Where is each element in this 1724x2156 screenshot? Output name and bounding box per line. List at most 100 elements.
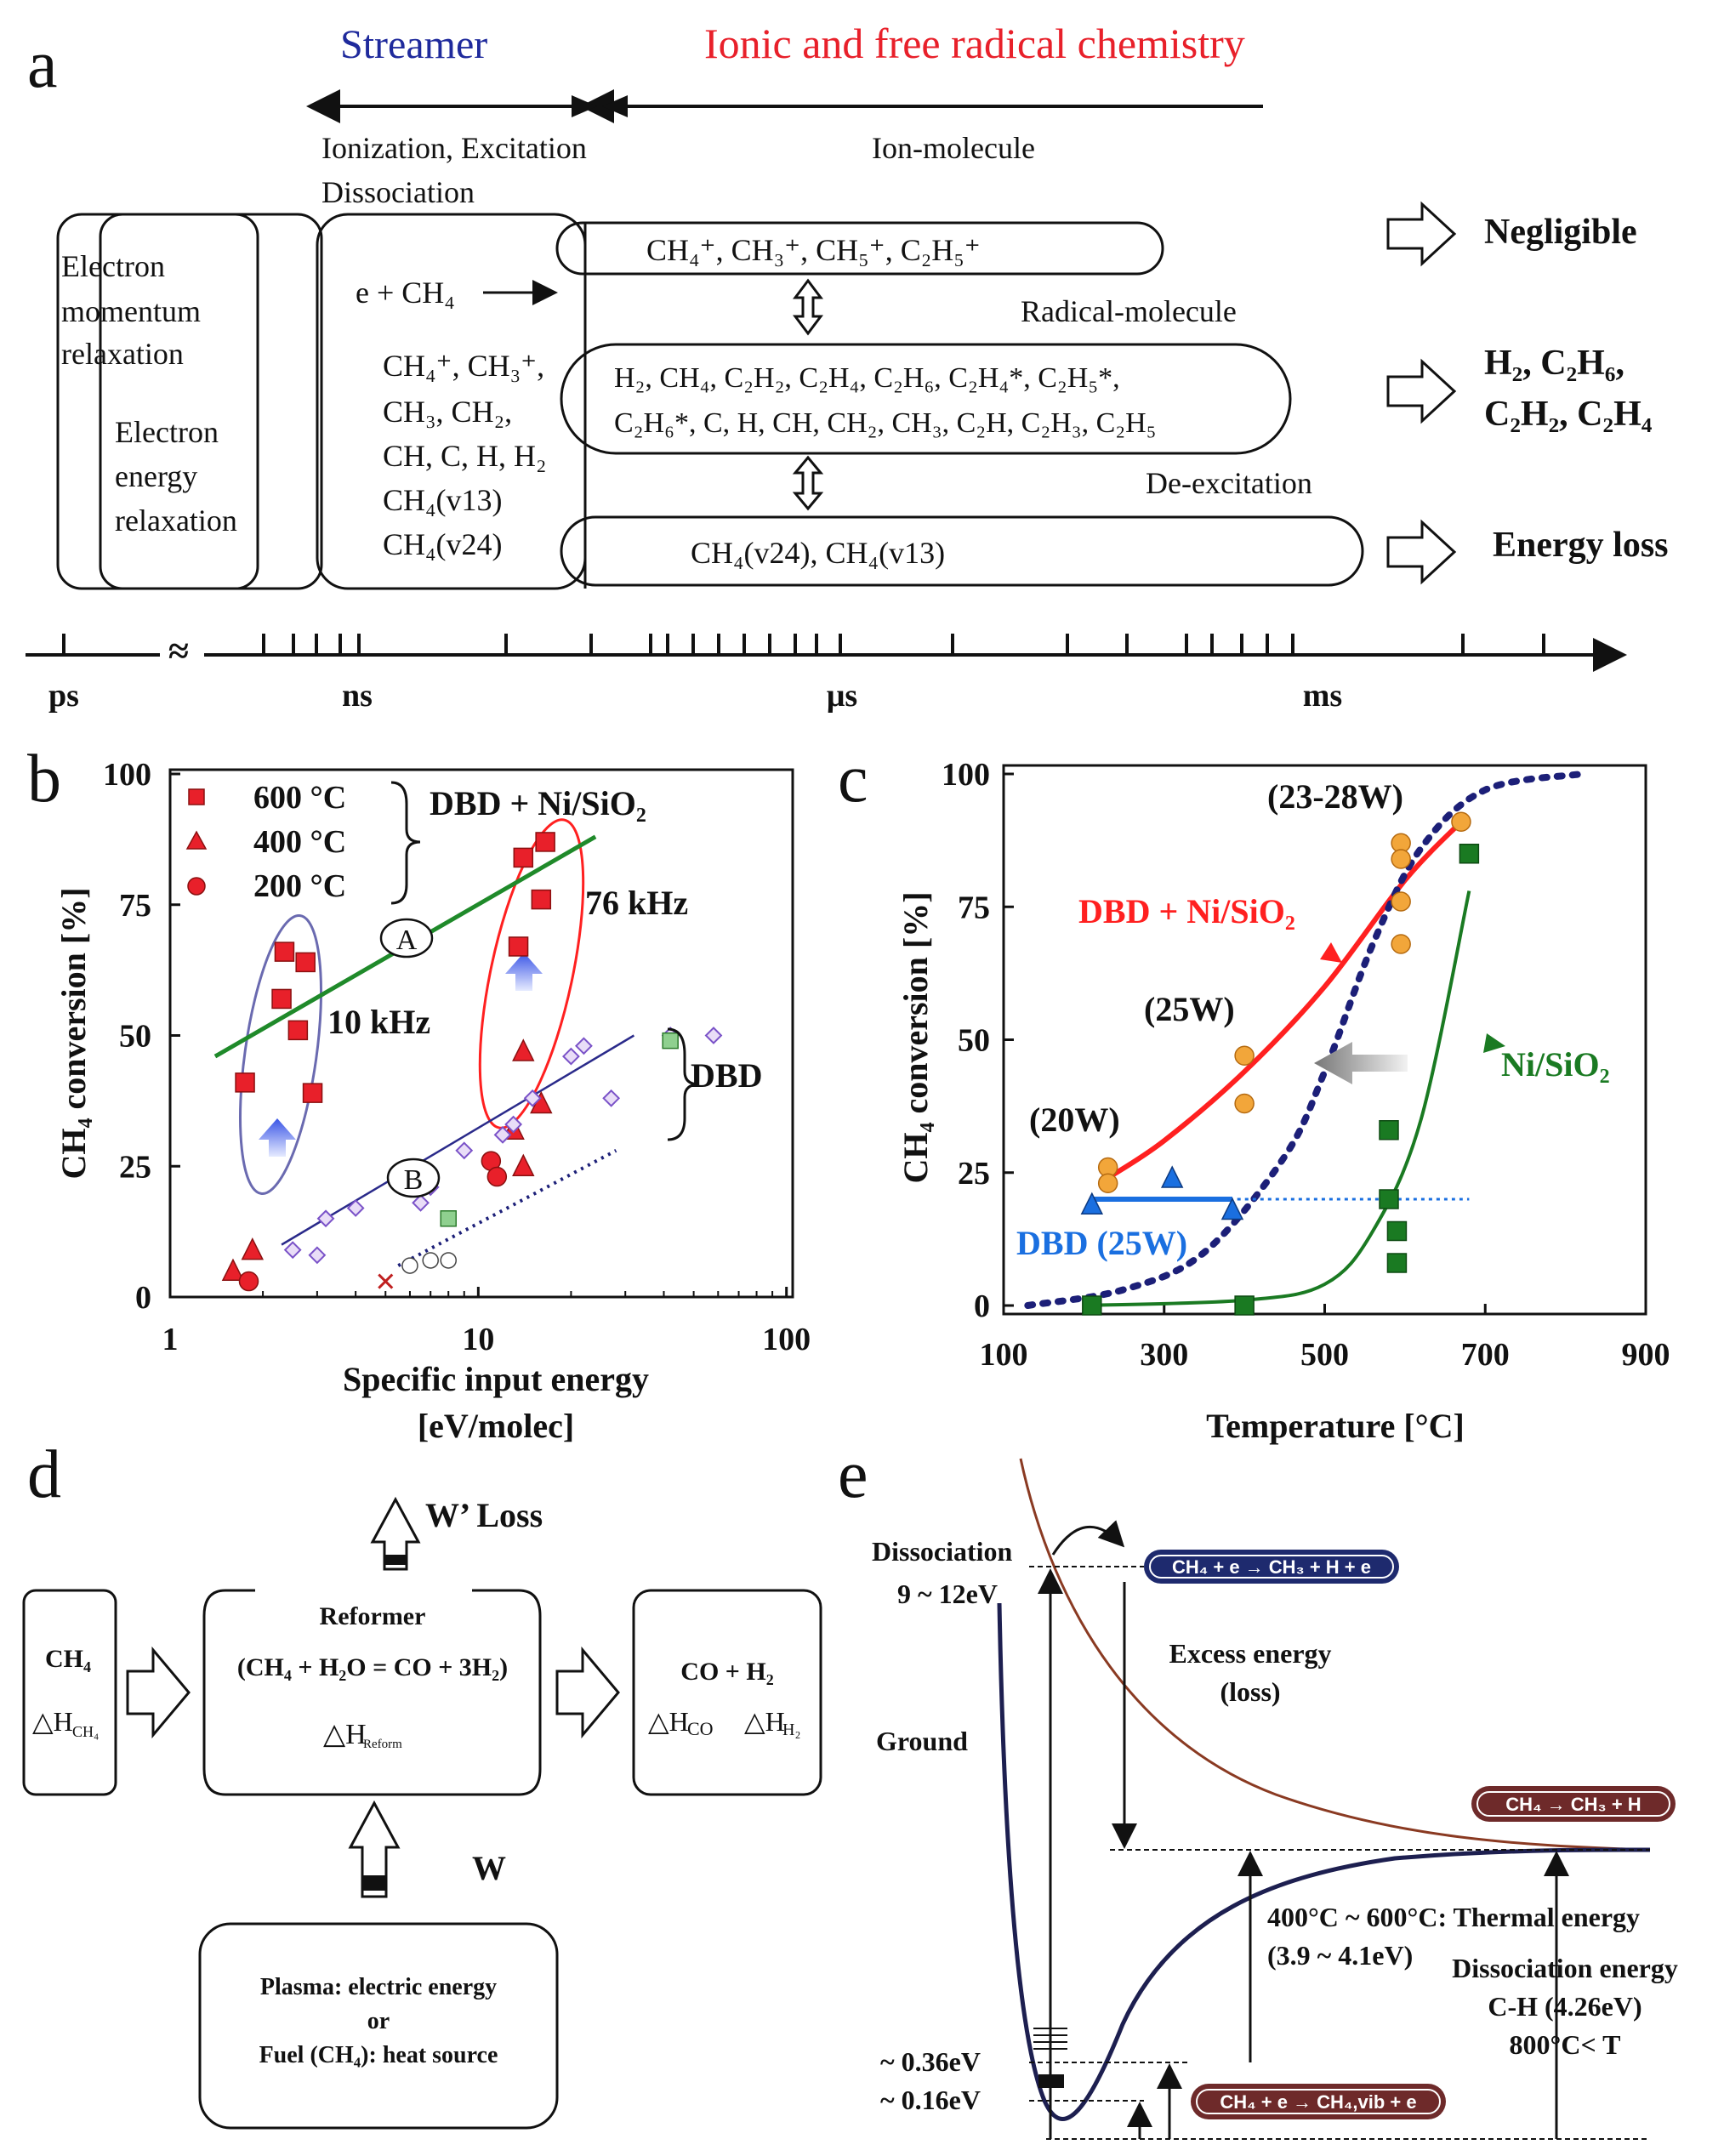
data-point-b — [422, 1252, 439, 1269]
data-point-c — [1234, 1045, 1255, 1066]
dissociation-label: Dissociation — [872, 1536, 1013, 1567]
chart-c-fits — [1024, 771, 1585, 1309]
vib-species-text: CH₄(v24), CH₄(v13) — [691, 536, 945, 570]
data-point-b — [221, 1258, 245, 1281]
chart-b-xlabel-2: [eV/molec] — [418, 1407, 574, 1445]
dh-h2: △H — [744, 1706, 785, 1737]
radical-species-line1: H₂, CH₄, C₂H₂, C₂H₄, C₂H₆, C₂H₄*, C₂H₅*, — [614, 362, 1120, 394]
dbd-brace — [667, 1027, 700, 1141]
species-left-2: CH₃, CH₂, — [383, 395, 512, 429]
data-point-c — [1234, 1295, 1255, 1316]
label-20w: (20W) — [1029, 1101, 1120, 1139]
electron-energy-2: energy — [115, 459, 197, 493]
pill-vib — [1191, 2084, 1446, 2119]
electron-momentum-2: momentum — [61, 294, 201, 328]
data-point-b — [283, 1241, 302, 1260]
pill-dissociation — [1144, 1550, 1399, 1584]
chart-c-xtick-label: 900 — [1622, 1337, 1670, 1373]
arrow-junction — [572, 95, 628, 117]
products-line2: C₂H₂, C₂H₄ — [1484, 395, 1653, 434]
electron-momentum-3: relaxation — [61, 337, 184, 371]
source-line1: Plasma: electric energy — [260, 1974, 497, 2000]
data-point-b — [346, 1199, 365, 1217]
dh-ch4: △H — [32, 1706, 73, 1737]
data-point-b — [316, 1209, 335, 1228]
data-point-b — [493, 1125, 512, 1144]
data-point-b — [308, 1246, 327, 1265]
panel-b-letter: b — [27, 742, 61, 816]
updown-arrow-2 — [792, 455, 824, 511]
chart-c-xtick-label: 500 — [1300, 1337, 1349, 1373]
dh-h2-sub: H₂ — [782, 1721, 800, 1739]
curved-arrow — [1051, 1520, 1125, 1556]
ion-species-text: CH₄⁺, CH₃⁺, CH₅⁺, C₂H₅⁺ — [646, 233, 981, 267]
data-point-b — [440, 1210, 457, 1227]
time-axis: ≈ ps ns μs ms — [26, 630, 1627, 714]
trend-line-b — [281, 1034, 635, 1246]
chart-c-ytick-label: 0 — [974, 1288, 990, 1324]
data-point-b — [602, 1089, 621, 1107]
legend-label-600: 600 °C — [253, 780, 346, 816]
data-point-c — [1391, 891, 1411, 912]
data-point-b — [513, 847, 534, 868]
panel-b: b 1 10 100 0 25 50 75 100 CH₄ conversion [%] Sp… — [27, 742, 811, 1445]
chart-c-ytick-label: 50 — [958, 1023, 990, 1059]
data-point-b — [287, 1020, 309, 1041]
thermal-line1: 400°C ~ 600°C: Thermal energy — [1267, 1902, 1640, 1932]
chart-c-xtick-label: 100 — [980, 1337, 1028, 1373]
w-loss-arrow-base — [384, 1555, 407, 1565]
time-label-us: μs — [827, 678, 857, 714]
data-point-b — [512, 1153, 535, 1176]
data-point-b — [274, 941, 295, 962]
thermal-line2: (3.9 ~ 4.1eV) — [1267, 1940, 1413, 1971]
ground-label: Ground — [876, 1726, 968, 1756]
data-point-c — [1082, 1295, 1102, 1316]
repulsive-curve — [1019, 1458, 1651, 1852]
flow-arrow-1 — [126, 1646, 191, 1739]
species-left-4: CH₄(v13) — [383, 483, 503, 517]
ch4-box — [22, 1589, 117, 1796]
source-line3: Fuel (CH₄): heat source — [259, 2042, 498, 2068]
data-point-b — [486, 1166, 508, 1187]
electron-momentum-1: Electron — [61, 249, 165, 283]
data-point-b — [512, 1038, 535, 1061]
panel-e-letter: e — [838, 1437, 868, 1512]
w-loss-text: W’ Loss — [425, 1496, 543, 1534]
chart-b-xlabel-1: Specific input energy — [343, 1360, 649, 1398]
updown-arrow-1 — [793, 278, 823, 336]
pill-vib-species — [560, 515, 1364, 587]
ellipse-76khz — [478, 818, 585, 1129]
pill-vib-inner — [1196, 2089, 1441, 2114]
panel-a-letter: a — [27, 27, 58, 102]
data-point-b — [662, 1032, 679, 1050]
legend-brace — [390, 781, 421, 905]
dbd-label: DBD — [691, 1056, 762, 1095]
ion-molecule-text: Ion-molecule — [872, 131, 1035, 165]
panel-d: d W’ Loss CH₄ △H CH₄ Reformer (CH₄ + H₂O… — [22, 1437, 822, 2130]
radical-species-line2: C₂H₆*, C, H, CH, CH₂, CH₃, C₂H, C₂H₃, C₂… — [614, 407, 1157, 439]
data-point-b — [562, 1047, 580, 1066]
ellipse-10khz — [238, 914, 323, 1195]
dissociation-text: Dissociation — [321, 175, 475, 209]
level-016-label: ~ 0.16eV — [880, 2085, 981, 2115]
legend-label-200: 200 °C — [253, 868, 346, 904]
morse-curve — [997, 1602, 1651, 2121]
reaction-top: CH₄ + e → CH₃ + H + e — [1172, 1556, 1371, 1578]
pill-thermal-inner — [1476, 1791, 1670, 1817]
excess-line1: Excess energy — [1169, 1638, 1331, 1669]
chart-b-frame — [168, 768, 794, 1299]
chart-c-xlabel: Temperature [°C] — [1206, 1407, 1465, 1445]
dh-reform: △H — [323, 1719, 367, 1750]
legend-group-label: DBD + Ni/SiO₂ — [430, 784, 646, 822]
label-dbd: DBD (25W) — [1016, 1224, 1187, 1262]
data-point-b — [295, 952, 316, 973]
data-point-c — [1459, 844, 1480, 864]
chart-c-ytick-label: 100 — [942, 757, 990, 793]
reformer-title: Reformer — [320, 1602, 426, 1630]
chart-b-xtick-label: 100 — [762, 1322, 811, 1357]
blue-arrow-76khz — [505, 953, 543, 991]
products-line1: H₂, C₂H₆, — [1484, 344, 1624, 383]
data-point-b — [535, 832, 555, 852]
trend-line-dbd-dotted — [397, 1149, 617, 1267]
flow-arrow-2 — [555, 1646, 620, 1739]
